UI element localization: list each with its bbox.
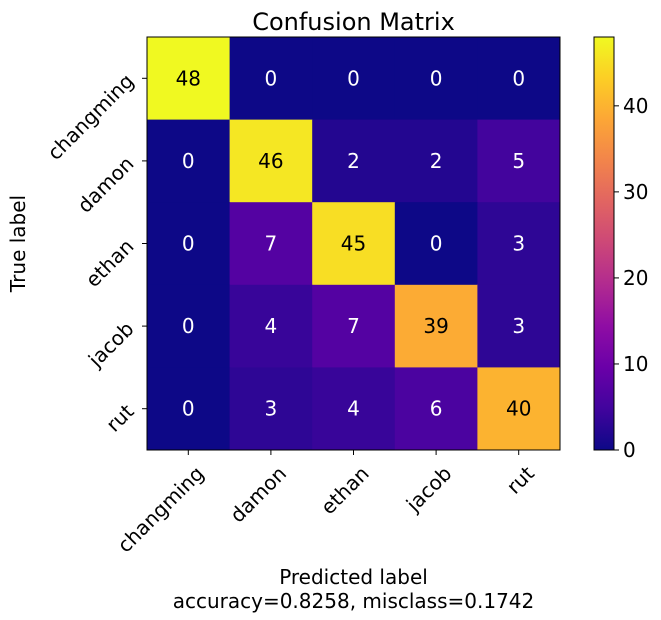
cell-value-label: 0: [430, 66, 443, 90]
cell-value-label: 6: [430, 397, 443, 421]
colorbar-tick-label: 10: [623, 352, 648, 376]
heatmap-cell: [229, 119, 313, 203]
colorbar-ticks: 0 10 20 30 40: [614, 94, 648, 462]
y-tick-label: jacob: [83, 317, 139, 373]
cell-value-label: 39: [423, 314, 448, 338]
cell-value-label: 0: [182, 314, 195, 338]
y-tick-label: ethan: [81, 234, 139, 292]
cell-value-label: 7: [347, 314, 360, 338]
cell-value-label: 40: [506, 397, 531, 421]
cell-value-label: 0: [182, 232, 195, 256]
cell-value-label: 0: [430, 232, 443, 256]
chart-title: Confusion Matrix: [252, 8, 455, 36]
heatmap-cell: [394, 119, 478, 203]
heatmap-cell: [229, 367, 313, 451]
x-tick-label: changming: [113, 461, 209, 557]
colorbar: [593, 36, 615, 451]
heatmap-cell: [477, 367, 561, 451]
y-axis-label: True label: [6, 195, 30, 293]
cell-value-label: 0: [512, 66, 525, 90]
colorbar-tick-label: 20: [623, 266, 648, 290]
heatmap-cell: [477, 284, 561, 368]
heatmap-cells: [147, 37, 561, 451]
heatmap-cell: [229, 202, 313, 286]
accuracy-caption: accuracy=0.8258, misclass=0.1742: [173, 589, 535, 613]
cell-value-label: 5: [512, 149, 525, 173]
heatmap-cell: [229, 284, 313, 368]
x-tick-label: ethan: [316, 461, 374, 519]
heatmap-cell: [394, 202, 478, 286]
heatmap-cell: [147, 119, 231, 203]
cell-value-label: 3: [265, 397, 278, 421]
heatmap-cell: [229, 37, 313, 121]
colorbar-tick-label: 0: [623, 438, 636, 462]
x-axis-ticks: changming damon ethan jacob rut: [113, 450, 539, 557]
x-tick-label: jacob: [401, 461, 457, 517]
heatmap-cell: [147, 37, 231, 121]
heatmap-cell: [312, 367, 396, 451]
heatmap-cell: [147, 202, 231, 286]
colorbar-tick-label: 40: [623, 94, 648, 118]
cell-value-label: 45: [341, 232, 366, 256]
x-tick-label: damon: [225, 461, 291, 527]
heatmap-cell: [477, 37, 561, 121]
y-tick-label: damon: [73, 151, 139, 217]
heatmap-cell: [312, 202, 396, 286]
heatmap-cell: [312, 119, 396, 203]
x-axis-label: Predicted label: [279, 565, 428, 589]
heatmap-cell: [147, 367, 231, 451]
heatmap-cell: [477, 119, 561, 203]
heatmap-cell: [312, 284, 396, 368]
cell-value-label: 2: [430, 149, 443, 173]
heatmap-cell: [394, 367, 478, 451]
cell-value-label: 3: [512, 314, 525, 338]
colorbar-tick-label: 30: [623, 180, 648, 204]
cell-value-label: 0: [182, 149, 195, 173]
y-tick-label: rut: [101, 399, 138, 436]
y-tick-label: changming: [43, 69, 139, 165]
heatmap-cell: [312, 37, 396, 121]
cell-value-label: 2: [347, 149, 360, 173]
cell-value-label: 0: [265, 66, 278, 90]
heatmap-cell: [147, 284, 231, 368]
heatmap-cell: [394, 37, 478, 121]
cell-value-label: 7: [265, 232, 278, 256]
cell-value-label: 4: [347, 397, 360, 421]
cell-value-label: 0: [347, 66, 360, 90]
x-tick-label: rut: [502, 461, 539, 498]
cell-value-labels: 48 0 0 0 00 46 2 2 50 7 45 0 30 4 7 39 30 3 4 6 40: [176, 66, 532, 420]
cell-value-label: 46: [258, 149, 283, 173]
cell-value-label: 0: [182, 397, 195, 421]
heatmap-cell: [477, 202, 561, 286]
cell-value-label: 48: [176, 66, 201, 90]
cell-value-label: 3: [512, 232, 525, 256]
cell-value-label: 4: [265, 314, 278, 338]
heatmap-cell: [394, 284, 478, 368]
